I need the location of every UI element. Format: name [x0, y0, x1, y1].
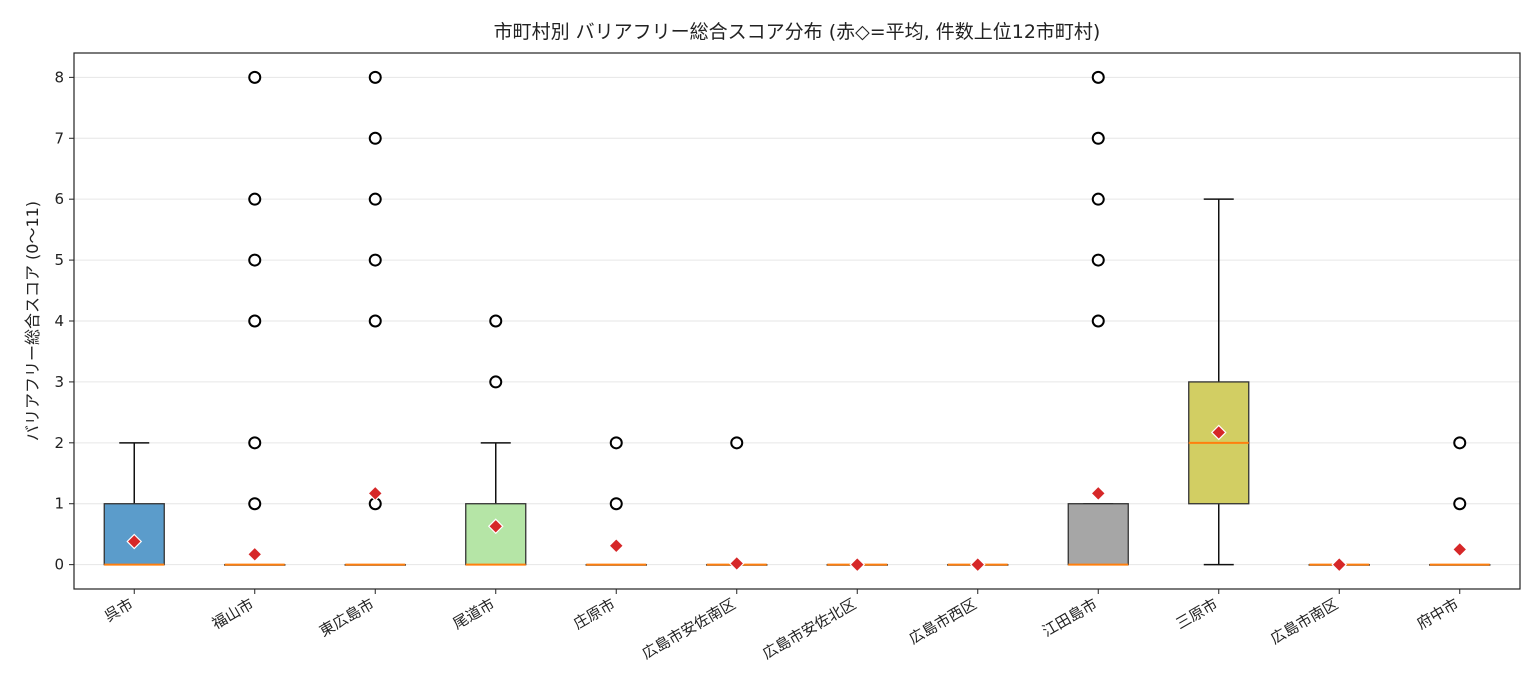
outlier-point — [1091, 253, 1105, 267]
chart-title: 市町村別 バリアフリー総合スコア分布 (赤◇=平均, 件数上位12市町村) — [494, 21, 1101, 43]
y-tick-label: 2 — [54, 434, 64, 452]
y-axis-label: バリアフリー総合スコア (0〜11) — [23, 201, 42, 441]
box-group — [465, 314, 527, 566]
outlier-point — [1091, 314, 1105, 328]
mean-marker — [487, 518, 504, 535]
mean-marker — [1451, 541, 1468, 558]
box-iqr — [1067, 503, 1129, 566]
x-tick-label: 尾道市 — [450, 595, 498, 633]
outlier-point — [248, 70, 262, 84]
box-group — [1188, 198, 1250, 566]
outlier-point — [368, 314, 382, 328]
mean-marker — [969, 556, 986, 573]
x-tick-label: 三原市 — [1173, 595, 1221, 633]
x-tick-label: 広島市安佐北区 — [759, 595, 859, 663]
outlier-point — [1453, 436, 1467, 450]
outlier-point — [609, 497, 623, 511]
plot-frame — [73, 52, 1521, 590]
outlier-point — [489, 375, 503, 389]
x-tick-label: 広島市西区 — [906, 595, 980, 648]
outlier-point — [730, 436, 744, 450]
mean-marker — [1331, 556, 1348, 573]
y-tick-label: 5 — [54, 251, 64, 269]
plot-area — [103, 70, 1491, 573]
outlier-point — [368, 253, 382, 267]
mean-marker — [728, 555, 745, 572]
outlier-point — [368, 131, 382, 145]
box-group — [344, 70, 406, 566]
y-tick-label: 1 — [54, 495, 64, 513]
box-group — [706, 436, 768, 572]
outlier-point — [248, 497, 262, 511]
x-tick-label: 呉市 — [101, 595, 136, 626]
outlier-point — [368, 192, 382, 206]
box-iqr — [465, 503, 527, 566]
y-tick-label: 8 — [54, 68, 64, 86]
box-group — [585, 436, 647, 566]
x-tick-label: 福山市 — [209, 595, 257, 633]
outlier-point — [368, 70, 382, 84]
outlier-point — [1453, 497, 1467, 511]
y-tick-label: 3 — [54, 373, 64, 391]
y-tick-label: 7 — [54, 129, 64, 147]
box-group — [103, 442, 165, 566]
y-tick-label: 4 — [54, 312, 64, 330]
mean-marker — [1090, 485, 1107, 502]
outlier-point — [1091, 70, 1105, 84]
x-tick-label: 広島市安佐南区 — [639, 595, 739, 663]
y-tick-label: 0 — [54, 556, 64, 574]
outlier-point — [248, 314, 262, 328]
mean-marker — [849, 556, 866, 573]
box-group — [1067, 70, 1129, 566]
outlier-point — [1091, 131, 1105, 145]
outlier-point — [248, 253, 262, 267]
y-tick-label: 6 — [54, 190, 64, 208]
box-group — [1308, 556, 1370, 573]
x-tick-label: 広島市南区 — [1267, 595, 1341, 648]
outlier-point — [248, 192, 262, 206]
x-tick-label: 江田島市 — [1039, 595, 1100, 641]
gridlines — [74, 76, 1520, 566]
x-tick-label: 府中市 — [1414, 595, 1462, 633]
mean-marker — [126, 533, 143, 550]
outlier-point — [248, 436, 262, 450]
box-group — [826, 556, 888, 573]
outlier-point — [1091, 192, 1105, 206]
mean-marker — [608, 537, 625, 554]
mean-marker — [367, 485, 384, 502]
box-group — [947, 556, 1009, 573]
outlier-point — [609, 436, 623, 450]
outlier-point — [489, 314, 503, 328]
mean-marker — [246, 546, 263, 563]
box-group — [224, 70, 286, 566]
mean-marker — [1210, 424, 1227, 441]
box-group — [1429, 436, 1491, 566]
x-tick-label: 庄原市 — [570, 595, 618, 633]
x-tick-label: 東広島市 — [316, 595, 377, 641]
